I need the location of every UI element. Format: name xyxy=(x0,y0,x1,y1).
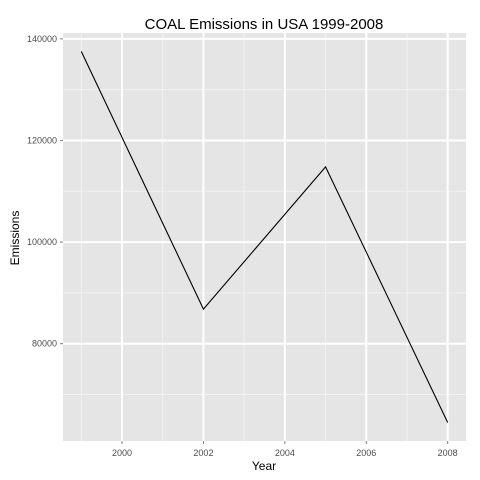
y-tick-label: 140000 xyxy=(27,34,57,44)
y-tick-label: 100000 xyxy=(27,237,57,247)
x-tick-label: 2002 xyxy=(193,448,213,458)
series-line xyxy=(80,51,449,423)
plot-panel xyxy=(63,33,466,441)
y-tick-label: 120000 xyxy=(27,135,57,145)
y-tick-label: 80000 xyxy=(32,339,57,349)
y-axis-label: Emissions xyxy=(8,211,22,266)
minor-grid xyxy=(63,33,466,441)
x-axis-ticks: 2000 2002 2004 2006 2008 xyxy=(112,441,458,458)
x-tick-label: 2006 xyxy=(356,448,376,458)
x-tick-label: 2004 xyxy=(275,448,295,458)
major-grid xyxy=(63,33,466,441)
series-layer xyxy=(80,51,449,423)
x-tick-label: 2000 xyxy=(112,448,132,458)
chart-title: COAL Emissions in USA 1999-2008 xyxy=(145,16,384,33)
y-axis-ticks: 80000 100000 120000 140000 xyxy=(27,34,63,349)
x-tick-label: 2008 xyxy=(438,448,458,458)
x-axis-label: Year xyxy=(252,459,276,473)
